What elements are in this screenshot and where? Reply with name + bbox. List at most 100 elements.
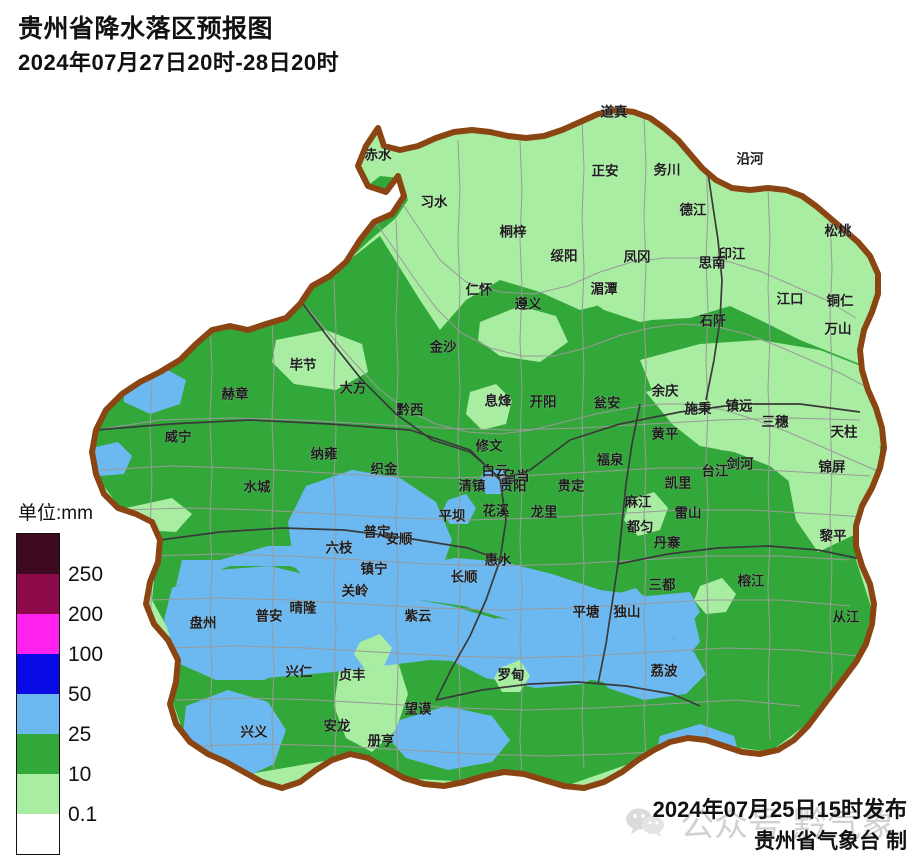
city-label: 乌当 [503,468,530,484]
issue-time: 2024年07月25日15时发布 [652,796,907,822]
legend: 单位:mm 250 200 100 50 25 10 0.1 [16,498,103,855]
rain-band-0.1-10 [478,306,568,362]
city-label: 普安 [256,608,283,624]
city-label: 福泉 [596,452,625,468]
city-label: 赫章 [222,386,249,402]
rain-band-25-50 [176,546,700,650]
legend-bar-wrap: 250 200 100 50 25 10 0.1 [16,533,103,855]
city-label: 黄平 [652,426,680,442]
city-label: 晴隆 [290,600,317,616]
city-label: 龙里 [530,504,559,520]
city-label: 六枝 [326,540,353,556]
city-label: 施秉 [685,401,713,417]
legend-tick-label: 50 [68,683,92,706]
title-block: 贵州省降水落区预报图 2024年07月27日20时-28日20时 [18,14,339,78]
city-label: 江口 [777,291,804,307]
legend-band [17,694,59,734]
city-label: 兴义 [241,724,268,740]
city-label: 黔西 [397,402,424,418]
rain-band-0.1-10 [272,330,368,390]
city-label: 贞丰 [339,667,366,683]
rain-band-25-50 [606,588,650,624]
city-label: 麻江 [624,494,653,510]
city-label: 普定 [364,524,391,540]
rain-band-25-50 [478,468,510,494]
city-label: 兴仁 [286,664,313,680]
city-label: 威宁 [165,429,192,445]
legend-tick-label: 250 [68,563,104,586]
city-label: 紫云 [405,608,432,624]
legend-band [17,774,59,814]
city-label: 台江 [702,463,730,479]
city-label: 独山 [614,604,641,620]
legend-tick-label: 25 [68,723,92,746]
legend-tick-label: 10 [68,763,92,786]
prefecture-boundaries [95,159,867,707]
city-label: 湄潭 [591,282,619,297]
city-label: 都匀 [626,519,654,535]
city-label: 丹寨 [654,535,682,551]
rain-band-25-50 [92,442,132,476]
city-label: 德江 [680,202,708,218]
city-label: 仁怀 [466,282,493,298]
city-label: 镇宁 [361,561,388,577]
city-label: 平坝 [439,509,466,524]
rain-band-0.1-10 [334,650,408,752]
city-label: 思南 [699,255,726,271]
city-label: 印江 [719,246,747,262]
page-title: 贵州省降水落区预报图 [18,15,274,43]
city-label: 纳雍 [311,446,338,462]
issue-block: 2024年07月25日15时发布 贵州省气象台 制 [653,795,907,856]
city-label: 务川 [654,162,681,178]
city-label: 锦屏 [819,459,847,475]
city-label: 万山 [824,322,852,337]
city-label: 赤水 [365,147,392,163]
province-outline [89,107,887,791]
city-label: 罗甸 [498,667,525,683]
city-label: 道真 [601,104,629,120]
city-label: 大方 [340,380,367,396]
rain-band-0.1-10 [694,578,736,614]
city-label: 花溪 [483,503,510,519]
city-label: 长顺 [451,569,478,585]
city-label: 册亨 [368,733,395,749]
city-label: 剑河 [726,456,755,472]
legend-band [17,614,59,654]
legend-tick-label: 200 [68,603,104,626]
city-label: 沿河 [737,151,765,167]
city-label: 织金 [371,461,398,477]
city-label: 铜仁 [827,293,855,309]
city-label: 惠水 [485,552,512,568]
city-label: 习水 [421,194,448,210]
city-label: 余庆 [651,383,680,399]
city-label: 安顺 [386,531,413,547]
city-label: 三都 [649,578,677,593]
city-label: 从江 [833,609,861,625]
city-label: 息烽 [485,393,512,409]
city-label: 遵义 [515,296,543,312]
city-label: 桐梓 [500,224,528,240]
city-label: 黎平 [820,528,848,544]
city-label: 望谟 [405,701,432,717]
city-label: 安龙 [324,718,351,734]
city-label: 水城 [244,479,271,495]
legend-unit-label: 单位:mm [18,503,93,524]
legend-band [17,734,59,774]
forecast-period: 2024年07月27日20时-28日20时 [18,50,340,76]
city-label: 凤冈 [624,250,651,265]
city-label: 正安 [592,163,619,179]
city-label: 清镇 [459,478,486,494]
city-label: 凯里 [665,475,693,491]
city-label: 贵阳 [500,478,527,494]
city-label: 三穗 [762,414,790,430]
city-label: 荔波 [650,663,679,679]
city-label: 石阡 [699,314,728,329]
city-label: 修文 [475,438,503,454]
city-label: 镇远 [726,398,754,414]
city-label: 雷山 [675,505,702,521]
rain-band-0.1-10 [466,384,512,430]
legend-band [17,814,59,854]
city-label: 榕江 [738,573,766,589]
